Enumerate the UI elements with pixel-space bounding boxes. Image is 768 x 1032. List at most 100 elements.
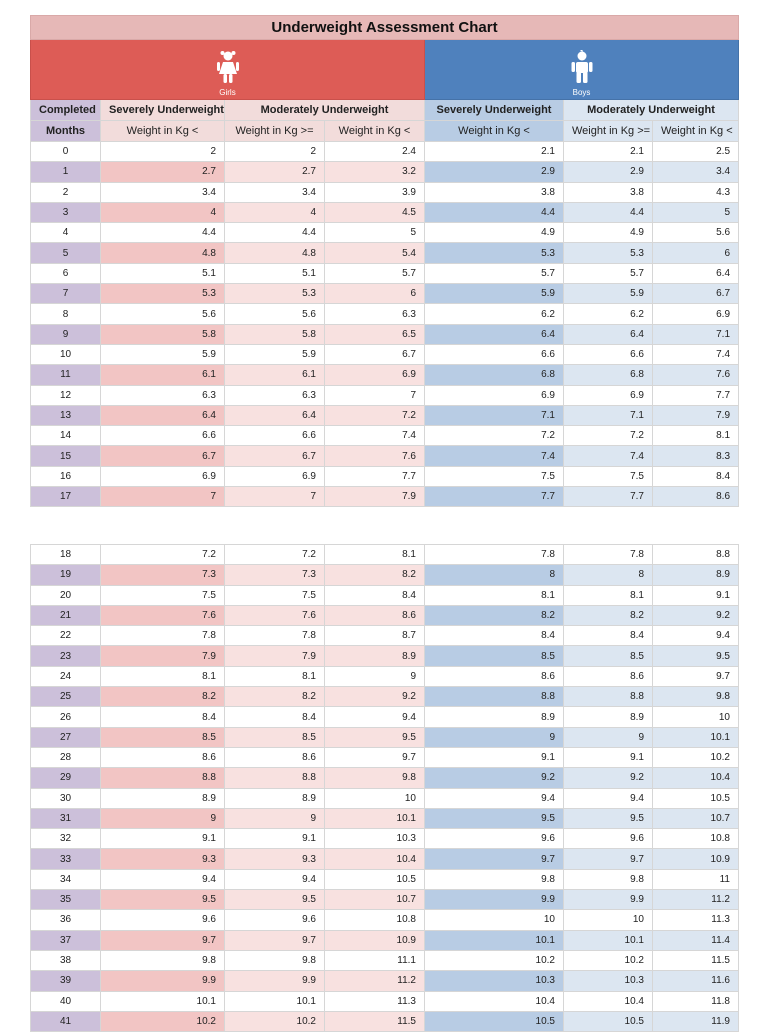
header-boys-moderate: Moderately Underweight [562, 99, 740, 121]
girls-moderate-min-cell: 8.6 [224, 746, 325, 769]
month-cell: 38 [30, 949, 101, 972]
girls-moderate-min-cell: 9.9 [224, 970, 325, 992]
month-cell: 3 [30, 201, 101, 224]
girls-moderate-max-cell: 2.4 [324, 140, 425, 163]
month-cell: 18 [30, 543, 101, 566]
table-row: 1 2.7 2.7 3.2 2.9 2.9 3.4 [30, 161, 740, 183]
girls-moderate-min-cell: 8.1 [224, 665, 325, 688]
month-cell: 14 [30, 425, 101, 447]
boys-moderate-min-cell: 7.4 [563, 445, 653, 467]
table-row: 12 6.3 6.3 7 6.9 6.9 7.7 [30, 384, 740, 406]
girls-moderate-max-cell: 11.1 [324, 949, 425, 972]
boys-moderate-max-cell: 11.9 [652, 1010, 739, 1032]
boys-moderate-min-cell: 9.4 [563, 787, 653, 809]
month-cell: 20 [30, 584, 101, 606]
girls-severe-cell: 8.6 [100, 746, 225, 769]
boys-severe-cell: 8.2 [424, 604, 564, 627]
boys-moderate-min-cell: 7.8 [563, 543, 653, 566]
subheader-boys-severe-lt: Weight in Kg < [424, 120, 564, 142]
boys-moderate-max-cell: 10.8 [652, 828, 739, 850]
girls-severe-cell: 8.2 [100, 686, 225, 708]
girls-moderate-min-cell: 5.6 [224, 303, 325, 325]
girls-moderate-min-cell: 6.6 [224, 425, 325, 447]
boys-severe-cell: 9.7 [424, 848, 564, 870]
table-row: 30 8.9 8.9 10 9.4 9.4 10.5 [30, 787, 739, 809]
boys-moderate-min-cell: 9 [563, 726, 653, 748]
boys-moderate-min-cell: 9.7 [563, 848, 653, 870]
chart-sheet-bottom: 18 7.2 7.2 8.1 7.8 7.8 8.8 19 7.3 7.3 8.2 8 8 8.9 20 7.… [30, 543, 739, 1032]
girls-severe-cell: 10.1 [100, 990, 225, 1012]
month-cell: 26 [30, 706, 101, 728]
assessment-table-bottom: 18 7.2 7.2 8.1 7.8 7.8 8.8 19 7.3 7.3 8.2 8 8 8.9 20 7.… [30, 543, 739, 1032]
boys-moderate-max-cell: 10.2 [652, 746, 739, 769]
table-row: 8 5.6 5.6 6.3 6.2 6.2 6.9 [30, 303, 740, 325]
girls-severe-cell: 5.6 [100, 303, 225, 325]
girls-moderate-max-cell: 10 [324, 787, 425, 809]
girls-severe-cell: 6.6 [100, 425, 225, 447]
subheader-girls-moderate-gte: Weight in Kg >= [224, 120, 325, 142]
month-cell: 21 [30, 604, 101, 627]
boys-severe-cell: 5.7 [424, 262, 564, 285]
girls-moderate-min-cell: 8.5 [224, 726, 325, 748]
girls-moderate-min-cell: 4 [224, 201, 325, 224]
boys-moderate-max-cell: 6.9 [651, 303, 740, 325]
boys-severe-cell: 8.6 [424, 665, 564, 688]
boys-severe-cell: 6.2 [424, 303, 564, 325]
girls-severe-cell: 9.3 [100, 848, 225, 870]
assessment-table-top: Underweight Assessment Chart Girls [29, 15, 740, 508]
table-row: 2 3.4 3.4 3.9 3.8 3.8 4.3 [30, 181, 740, 203]
girls-severe-cell: 2.7 [100, 161, 225, 183]
boys-severe-cell: 8.1 [424, 584, 564, 606]
table-row: 21 7.6 7.6 8.6 8.2 8.2 9.2 [30, 604, 739, 627]
girls-moderate-max-cell: 4.5 [324, 201, 425, 224]
girls-severe-cell: 6.9 [100, 465, 225, 488]
month-cell: 22 [30, 625, 101, 647]
girls-moderate-max-cell: 10.9 [324, 929, 425, 951]
girls-moderate-max-cell: 11.3 [324, 990, 425, 1012]
boys-moderate-min-cell: 2.9 [563, 161, 653, 183]
boys-moderate-max-cell: 10.1 [652, 726, 739, 748]
girls-moderate-min-cell: 9.7 [224, 929, 325, 951]
table-row: 40 10.1 10.1 11.3 10.4 10.4 11.8 [30, 990, 739, 1012]
girls-severe-cell: 5.8 [100, 323, 225, 345]
boys-moderate-min-cell: 7.7 [563, 486, 653, 508]
boys-severe-cell: 6.6 [424, 343, 564, 366]
boys-severe-cell: 8 [424, 564, 564, 586]
boys-severe-cell: 5.3 [424, 242, 564, 264]
girls-label: Girls [219, 88, 236, 97]
boys-moderate-max-cell: 11.3 [652, 909, 739, 931]
month-cell: 16 [30, 465, 101, 488]
girls-moderate-max-cell: 10.7 [324, 889, 425, 911]
girls-moderate-min-cell: 7.8 [224, 625, 325, 647]
table-row: 31 9 9 10.1 9.5 9.5 10.7 [30, 807, 739, 830]
month-cell: 1 [30, 161, 101, 183]
table-row: 29 8.8 8.8 9.8 9.2 9.2 10.4 [30, 767, 739, 789]
subheader-boys-moderate-lt: Weight in Kg < [651, 120, 740, 142]
boys-moderate-min-cell: 2.1 [563, 140, 653, 163]
girls-moderate-min-cell: 5.1 [224, 262, 325, 285]
boys-moderate-min-cell: 4.4 [563, 201, 653, 224]
boys-severe-cell: 9.2 [424, 767, 564, 789]
table-row: 0 2 2 2.4 2.1 2.1 2.5 [30, 140, 740, 163]
girls-severe-cell: 7.3 [100, 564, 225, 586]
chart-title: Underweight Assessment Chart [29, 15, 740, 40]
table-row: 33 9.3 9.3 10.4 9.7 9.7 10.9 [30, 848, 739, 870]
table-row: 32 9.1 9.1 10.3 9.6 9.6 10.8 [30, 828, 739, 850]
boys-severe-cell: 10.3 [424, 970, 564, 992]
month-cell: 4 [30, 222, 101, 244]
boys-severe-cell: 9.9 [424, 889, 564, 911]
month-cell: 24 [30, 665, 101, 688]
girls-moderate-max-cell: 11.5 [324, 1010, 425, 1032]
boys-severe-cell: 7.5 [424, 465, 564, 488]
girls-moderate-min-cell: 10.1 [224, 990, 325, 1012]
boys-moderate-max-cell: 5 [651, 201, 740, 224]
table-row: 22 7.8 7.8 8.7 8.4 8.4 9.4 [30, 625, 739, 647]
boys-moderate-max-cell: 2.5 [651, 140, 740, 163]
boys-moderate-min-cell: 9.5 [563, 807, 653, 830]
girls-severe-cell: 7.8 [100, 625, 225, 647]
month-cell: 36 [30, 909, 101, 931]
table-row: 39 9.9 9.9 11.2 10.3 10.3 11.6 [30, 970, 739, 992]
girls-moderate-min-cell: 9.5 [224, 889, 325, 911]
boys-moderate-max-cell: 8.6 [651, 486, 740, 508]
boys-severe-cell: 9.8 [424, 868, 564, 891]
